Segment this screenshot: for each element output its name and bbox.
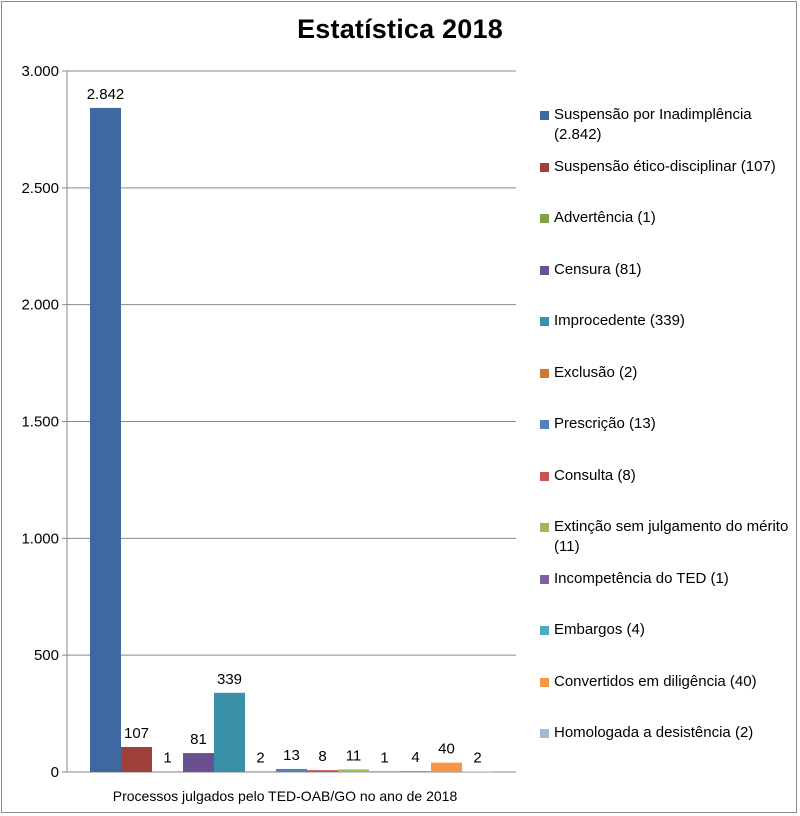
legend-swatch [540, 523, 549, 532]
bar [152, 771, 183, 772]
bar-value-label: 339 [217, 671, 242, 688]
legend-swatch [540, 317, 549, 326]
legend-item: Censura (81) [540, 260, 790, 280]
bar-value-label: 2.842 [87, 86, 125, 103]
bar [369, 771, 400, 772]
y-tick-label: 2.500 [21, 180, 59, 197]
legend-item: Embargos (4) [540, 620, 790, 640]
legend-swatch [540, 368, 549, 378]
bar [90, 107, 121, 773]
bar-value-label: 13 [283, 747, 300, 764]
bar [338, 769, 369, 772]
bar [276, 768, 307, 772]
bar [400, 771, 431, 772]
legend-item: Consulta (8) [540, 466, 790, 486]
bar [214, 692, 245, 772]
legend-label: Embargos (4) [554, 621, 645, 638]
bar-value-label: 8 [318, 748, 326, 765]
legend-label: Suspensão por Inadimplência (2.842) [554, 106, 752, 143]
bars [90, 107, 493, 773]
legend-swatch [540, 626, 549, 635]
legend-item: Suspensão ético-disciplinar (107) [540, 157, 790, 177]
legend-item: Suspensão por Inadimplência (2.842) [540, 105, 790, 145]
legend-swatch [540, 729, 549, 738]
y-tick-label: 2.000 [21, 297, 59, 314]
chart-title: Estatística 2018 [297, 14, 503, 44]
bar [245, 771, 276, 772]
legend-label: Convertidos em diligência (40) [554, 672, 757, 690]
bar-value-label: 40 [438, 741, 455, 758]
legend-swatch [540, 677, 549, 687]
legend-item: Incompetência do TED (1) [540, 569, 790, 589]
legend-label: Consulta (8) [554, 466, 636, 484]
legend-item: Prescrição (13) [540, 414, 790, 434]
bar-value-label: 11 [346, 747, 362, 764]
bar-value-label: 4 [411, 749, 419, 766]
legend-label: Suspensão ético-disciplinar (107) [554, 157, 776, 175]
y-tick-label: 1.500 [21, 414, 59, 431]
legend-item: Exclusão (2) [540, 363, 790, 383]
bar [462, 771, 493, 772]
legend-swatch [540, 420, 549, 429]
bar-value-label: 2 [256, 749, 264, 766]
legend-label: Improcedente (339) [554, 312, 685, 329]
gridlines [67, 70, 516, 773]
legend-label: Censura (81) [554, 260, 642, 278]
legend-item: Advertência (1) [540, 208, 790, 228]
bar [307, 770, 338, 772]
bar-value-label: 81 [190, 731, 207, 748]
legend-label: Advertência (1) [554, 209, 656, 226]
bar-value-label: 1 [163, 749, 171, 766]
legend-swatch [540, 265, 549, 275]
bar-value-label: 1 [380, 749, 388, 766]
legend-label: Incompetência do TED (1) [554, 569, 729, 587]
bar [183, 753, 214, 772]
legend-swatch [540, 162, 549, 172]
y-tick-label: 1.000 [21, 530, 59, 547]
legend-item: Convertidos em diligência (40) [540, 672, 790, 692]
legend-swatch [540, 574, 549, 584]
legend-swatch [540, 111, 549, 120]
y-tick-label: 500 [34, 647, 59, 664]
legend-label: Homologada a desistência (2) [554, 724, 754, 741]
legend-label: Extinção sem julgamento do mérito (11) [554, 518, 789, 555]
bar-value-label: 107 [124, 725, 149, 742]
bar [121, 746, 152, 772]
legend-item: Improcedente (339) [540, 311, 790, 331]
x-axis-label: Processos julgados pelo TED-OAB/GO no an… [113, 788, 458, 804]
y-tick-label: 0 [51, 764, 59, 781]
legend-label: Prescrição (13) [554, 415, 656, 432]
bar-value-label: 2 [473, 749, 481, 766]
legend-item: Extinção sem julgamento do mérito (11) [540, 517, 790, 557]
legend-swatch [540, 471, 549, 481]
legend-item: Homologada a desistência (2) [540, 723, 790, 743]
legend-label: Exclusão (2) [554, 363, 638, 381]
legend-swatch [540, 214, 549, 223]
y-axis-ticks: 0 500 1.000 1.500 2.000 2.500 3.000 [21, 63, 68, 781]
y-tick-label: 3.000 [21, 63, 59, 80]
bar [431, 762, 462, 772]
